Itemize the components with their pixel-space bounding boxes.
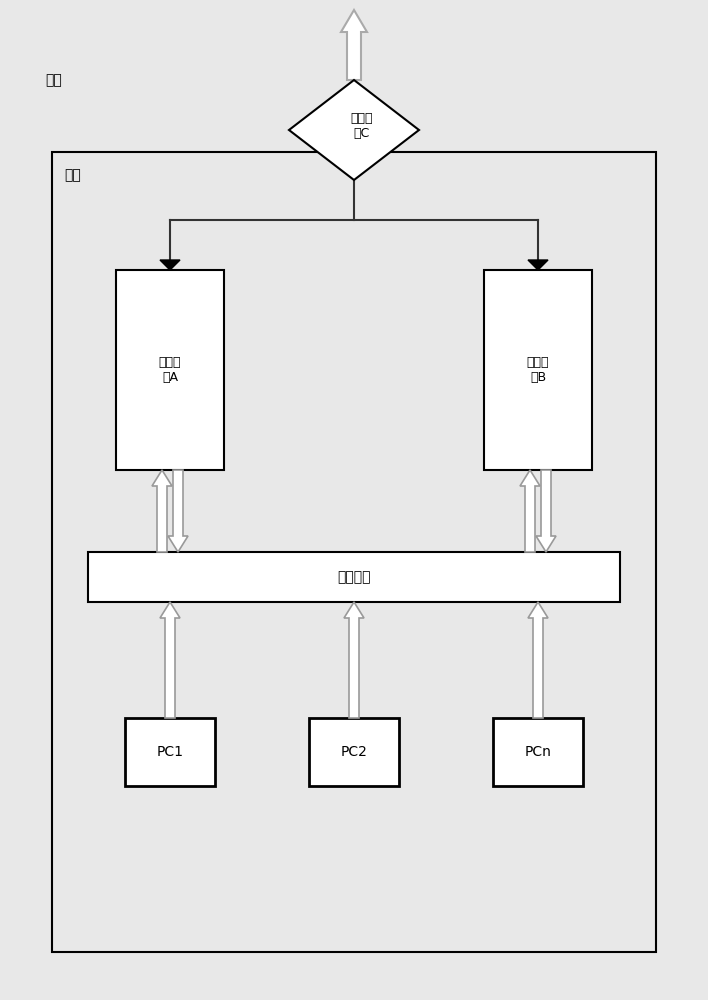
- Polygon shape: [152, 470, 172, 552]
- Text: PC1: PC1: [156, 745, 183, 759]
- Bar: [125, 718, 215, 786]
- Polygon shape: [520, 470, 540, 552]
- Text: 外网: 外网: [45, 73, 62, 87]
- Bar: [309, 718, 399, 786]
- Bar: [116, 270, 224, 470]
- Polygon shape: [160, 260, 180, 270]
- Polygon shape: [289, 80, 419, 180]
- Bar: [88, 552, 620, 602]
- Text: PC2: PC2: [341, 745, 367, 759]
- Polygon shape: [528, 602, 548, 718]
- Polygon shape: [528, 260, 548, 270]
- Polygon shape: [536, 470, 556, 552]
- Polygon shape: [344, 602, 364, 718]
- Text: 网络设
备B: 网络设 备B: [527, 356, 549, 384]
- Text: 内网: 内网: [64, 168, 81, 182]
- Polygon shape: [160, 602, 180, 718]
- Polygon shape: [341, 10, 367, 80]
- Bar: [493, 718, 583, 786]
- Text: PCn: PCn: [525, 745, 552, 759]
- Bar: [484, 270, 592, 470]
- Polygon shape: [168, 470, 188, 552]
- Text: 办公网络: 办公网络: [337, 570, 371, 584]
- Text: 网络设
备C: 网络设 备C: [350, 112, 373, 140]
- Text: 网络设
备A: 网络设 备A: [159, 356, 181, 384]
- Bar: [52, 152, 656, 952]
